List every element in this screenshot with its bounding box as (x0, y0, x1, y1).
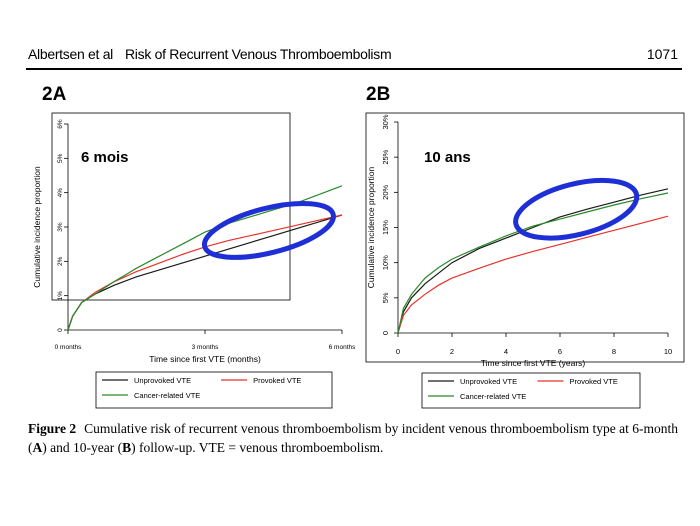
caption-text-c: ) follow-up. VTE = venous thromboembolis… (131, 440, 384, 455)
caption-text-b: ) and 10-year ( (42, 440, 123, 455)
panel-a-annotation: 6 mois (81, 149, 129, 166)
panel-b-legend-label-cancer: Cancer-related VTE (460, 392, 526, 401)
panel-b-legend-label-provoked: Provoked VTE (570, 377, 618, 386)
panel-b-annotation: 10 ans (424, 149, 471, 166)
panel-b-y-tick-label: 15% (381, 220, 390, 235)
panel-a-y-tick-label: 4% (57, 188, 64, 198)
panel-b-series-unprovoked-line (397, 188, 669, 334)
panel-b-x-tick-label: 10 (664, 347, 672, 356)
caption-bold-b: B (122, 440, 132, 455)
panel-b-x-axis-label: Time since first VTE (years) (481, 358, 586, 368)
header-title: Risk of Recurrent Venous Thromboembolism (125, 46, 392, 62)
panel-a-series-cancer-line (67, 185, 343, 331)
panel-b-legend-label-unprovoked: Unprovoked VTE (460, 377, 517, 386)
header-authors: Albertsen et al (28, 46, 113, 62)
panel-a-y-tick-label: 3% (57, 222, 64, 232)
panel-b-y-tick-label: 25% (381, 149, 390, 164)
panel-b-x-tick-label: 8 (612, 347, 616, 356)
panel-b-series-cancer-line (397, 192, 669, 334)
panel-b-y-axis-label: Cumulative incidence proportion (366, 167, 376, 289)
panel-a-legend-label-provoked: Provoked VTE (253, 376, 301, 385)
panel-a-legend-box (95, 371, 333, 409)
panel-b-x-tick-label: 4 (504, 347, 508, 356)
panel-b-x-tick-label: 6 (558, 347, 562, 356)
panel-a-x-axis-label: Time since first VTE (months) (149, 354, 261, 364)
panel-b-y-tick-label: 10% (381, 255, 390, 270)
panel-a-plot-frame (51, 112, 291, 301)
panel-a-x-tick-label: 0 months (55, 344, 82, 351)
panel-b-y-tick-label: 20% (381, 184, 390, 199)
panel-b-y-tick-label: 5% (381, 292, 390, 303)
panel-a-legend-label-unprovoked: Unprovoked VTE (134, 376, 191, 385)
panel-b-legend-box (421, 372, 641, 409)
panel-a-y-tick-label: 1% (57, 291, 64, 301)
panel-label-a: 2A (42, 84, 67, 105)
panel-a-y-tick-label: 2% (57, 256, 64, 266)
panel-a-y-tick-label: 0 (57, 328, 64, 332)
panel-a-highlight-ellipse (201, 200, 336, 260)
caption-figure-label: Figure 2 (28, 421, 77, 436)
panel-a-x-tick-label: 3 months (192, 344, 219, 351)
panel-b-y-tick-label: 0 (381, 331, 390, 335)
panel-b-y-tick-label: 30% (381, 114, 390, 129)
panel-a-y-tick-label: 6% (57, 119, 64, 129)
panel-a-legend-label-cancer: Cancer-related VTE (134, 391, 200, 400)
panel-a-y-axis-label: Cumulative incidence proportion (32, 166, 42, 288)
panel-b-x-tick-label: 0 (396, 347, 400, 356)
page-number: 1071 (646, 46, 678, 62)
panel-a-y-tick-label: 5% (57, 153, 64, 163)
caption-text-a: Cumulative risk of recurrent venous thro… (28, 421, 679, 455)
panel-b-x-tick-label: 2 (450, 347, 454, 356)
panel-a-x-tick-label: 6 months (329, 344, 356, 351)
running-header: Albertsen et al Risk of Recurrent Venous … (28, 46, 392, 62)
header-rule (26, 68, 682, 70)
panel-b-series-provoked-line (397, 215, 669, 334)
caption-bold-a: A (32, 440, 43, 455)
panel-b-plot-frame (365, 112, 685, 363)
panel-b-highlight-ellipse (513, 177, 640, 241)
figure-caption: Figure 2 Cumulative risk of recurrent ven… (28, 419, 688, 457)
panel-label-b: 2B (366, 84, 391, 105)
